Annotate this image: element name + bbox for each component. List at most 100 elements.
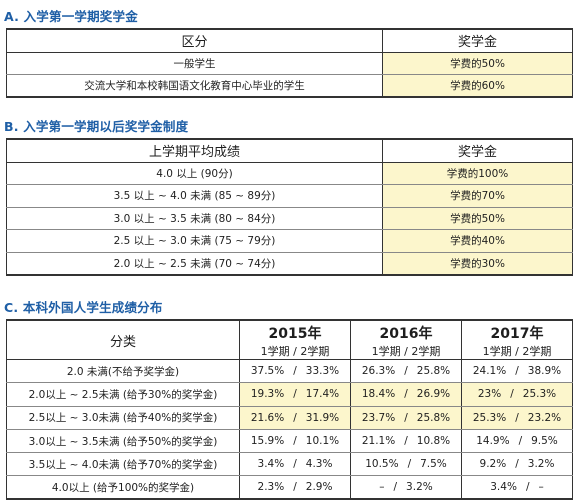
term1-value: 3.4% — [490, 481, 517, 494]
table-row: 2.5以上 ~ 3.0未满 (给予40%的奖学金) 21.6% / 31.9% 23.7… — [6, 406, 573, 430]
table-header-scholarship: 奖学金 — [382, 138, 573, 163]
percentage-cell: 18.4% / 26.9% — [350, 382, 462, 407]
percentage-cell: 14.9% / 9.5% — [461, 429, 573, 454]
gpa-cell: 3.0 以上 ~ 3.5 未满 (80 ~ 84分) — [6, 207, 383, 230]
term-separator: / — [515, 411, 519, 424]
table-row: 3.0以上 ~ 3.5未满 (给予50%的奖学金) 15.9% / 10.1% 21.1… — [6, 429, 573, 454]
table-row: 4.0以上 (给予100%的奖学金) 2.3%/2.9% –/3.2% 3.4% / – — [6, 475, 573, 500]
term1-value: 23.7% — [361, 411, 396, 424]
percentage-cell: 37.5% / 33.3% — [239, 359, 351, 384]
percentage-cell: 2.3% / 2.9% — [239, 475, 351, 500]
term2-value: 4.3% — [305, 458, 333, 471]
term2-value: 9.5% — [531, 435, 558, 448]
term1-value: 21.6% — [250, 411, 285, 424]
percentage-cell: 23% / 25.3% — [461, 382, 573, 407]
scholarship-cell: 学费的40% — [382, 229, 573, 253]
percentage-cell: 24.1% / 38.9% — [461, 359, 573, 384]
table-header-category: 分类 — [6, 320, 240, 360]
section-c-title: C. 本科外国人学生成绩分布 — [4, 300, 163, 315]
table-row: 2.0以上 ~ 2.5未满 (给予30%的奖学金) 19.3% / 17.4% 18.4… — [6, 382, 573, 407]
percentage-cell: 15.9% / 10.1% — [239, 429, 351, 454]
term-separator: / — [293, 388, 297, 401]
table-row: 2.5 以上 ~ 3.0 未满 (75 ~ 79分) 学费的40% — [6, 229, 573, 253]
term2-value: 25.8% — [416, 365, 451, 378]
category-cell: 2.0 未满(不给予奖学金) — [6, 359, 240, 384]
term2-value: 25.3% — [522, 388, 557, 401]
term2-value: 3.2% — [406, 481, 433, 494]
term2-value: 25.8% — [416, 411, 451, 424]
table-header-gpa: 上学期平均成绩 — [6, 138, 383, 163]
table-row: 3.5以上 ~ 4.0未满 (给予70%的奖学金) 3.4% / 4.3% 10.5% /… — [6, 452, 573, 477]
section-a-title: A. 入学第一学期奖学金 — [4, 9, 138, 24]
percentage-cell: 3.4% / – — [462, 476, 573, 499]
term1-value: 26.3% — [361, 365, 396, 378]
table-row: 一般学生 学费的50% — [6, 52, 573, 75]
term1-value: 10.5% — [365, 458, 399, 471]
term1-value: 24.1% — [472, 365, 507, 378]
category-cell: 2.5以上 ~ 3.0未满 (给予40%的奖学金) — [6, 406, 240, 430]
year-header: 2015年 — [239, 320, 351, 343]
term2-value: 38.9% — [527, 365, 562, 378]
scholarship-cell: 学费的30% — [382, 252, 573, 276]
category-cell: 2.0以上 ~ 2.5未满 (给予30%的奖学金) — [6, 382, 240, 407]
percentage-cell: 3.4% / 4.3% — [239, 452, 351, 477]
term-separator: / — [404, 388, 408, 401]
term1-value: 37.5% — [250, 365, 285, 378]
term1-value: 9.2% — [479, 458, 507, 471]
scholarship-cell: 学费的70% — [382, 184, 573, 208]
term1-value: 18.4% — [361, 388, 396, 401]
table-row: 3.5 以上 ~ 4.0 未满 (85 ~ 89分) 学费的70% — [6, 184, 573, 208]
term2-value: 10.8% — [416, 435, 451, 448]
term2-value: 2.9% — [305, 481, 333, 494]
percentage-cell: 10.5% / 7.5% — [350, 452, 462, 477]
category-cell: 交流大学和本校韩国语文化教育中心毕业的学生 — [6, 74, 383, 98]
scholarship-cell: 学费的50% — [382, 207, 573, 230]
term1-value: 19.3% — [250, 388, 285, 401]
term-separator: / — [407, 458, 412, 471]
scholarship-cell: 学费的50% — [382, 52, 573, 75]
percentage-cell: 25.3% / 23.2% — [461, 406, 573, 430]
table-row: 交流大学和本校韩国语文化教育中心毕业的学生 学费的60% — [6, 74, 573, 98]
term-separator: / — [393, 481, 398, 494]
table-header-category: 区分 — [6, 28, 383, 53]
section-b-title: B. 入学第一学期以后奖学金制度 — [4, 119, 189, 134]
term1-value: 3.4% — [257, 458, 285, 471]
year-header: 2017年 — [490, 326, 544, 342]
term-separator: / — [293, 481, 297, 494]
term-header: 1学期 / 2学期 — [461, 343, 573, 360]
table-row: 3.0 以上 ~ 3.5 未满 (80 ~ 84分) 学费的50% — [6, 207, 573, 230]
percentage-cell: 19.3% / 17.4% — [239, 382, 351, 407]
term1-value: 15.9% — [250, 435, 285, 448]
term-separator: / — [525, 481, 530, 494]
gpa-cell: 2.5 以上 ~ 3.0 未满 (75 ~ 79分) — [6, 229, 383, 253]
term-separator: / — [510, 388, 514, 401]
category-cell: 一般学生 — [6, 52, 383, 75]
term-separator: / — [518, 435, 523, 448]
percentage-cell: 9.2% / 3.2% — [461, 452, 573, 477]
category-cell: 4.0以上 (给予100%的奖学金) — [6, 475, 240, 500]
table-row: 2.0 以上 ~ 2.5 未满 (70 ~ 74分) 学费的30% — [6, 252, 573, 276]
term1-value: 21.1% — [361, 435, 396, 448]
term1-value: 25.3% — [472, 411, 507, 424]
scholarship-cell: 学费的60% — [382, 74, 573, 98]
percentage-cell: 23.7% / 25.8% — [350, 406, 462, 430]
percentage-cell: 21.6% / 31.9% — [239, 406, 351, 430]
term2-value: 26.9% — [416, 388, 451, 401]
category-cell: 3.0以上 ~ 3.5未满 (给予50%的奖学金) — [6, 429, 240, 454]
term2-value: 17.4% — [305, 388, 340, 401]
term-separator: / — [404, 411, 408, 424]
gpa-cell: 2.0 以上 ~ 2.5 未满 (70 ~ 74分) — [6, 252, 383, 276]
term1-value: 2.3% — [257, 481, 285, 494]
term-separator: / — [293, 365, 297, 378]
percentage-cell: 21.1% / 10.8% — [350, 429, 462, 454]
after-first-semester-scholarship-table: 上学期平均成绩 奖学金 4.0 以上 (90分) 学费的100% 3.5 以上 ~… — [6, 138, 573, 276]
term-separator: / — [404, 365, 408, 378]
table-row: 4.0 以上 (90分) 学费的100% — [6, 162, 573, 185]
year-header: 2016年 — [350, 320, 462, 343]
scholarship-cell: 学费的100% — [382, 162, 573, 185]
term2-value: 3.2% — [527, 458, 555, 471]
term2-value: 7.5% — [420, 458, 447, 471]
table-header-scholarship: 奖学金 — [382, 28, 573, 53]
term2-value: 33.3% — [305, 365, 340, 378]
term-separator: / — [293, 411, 297, 424]
